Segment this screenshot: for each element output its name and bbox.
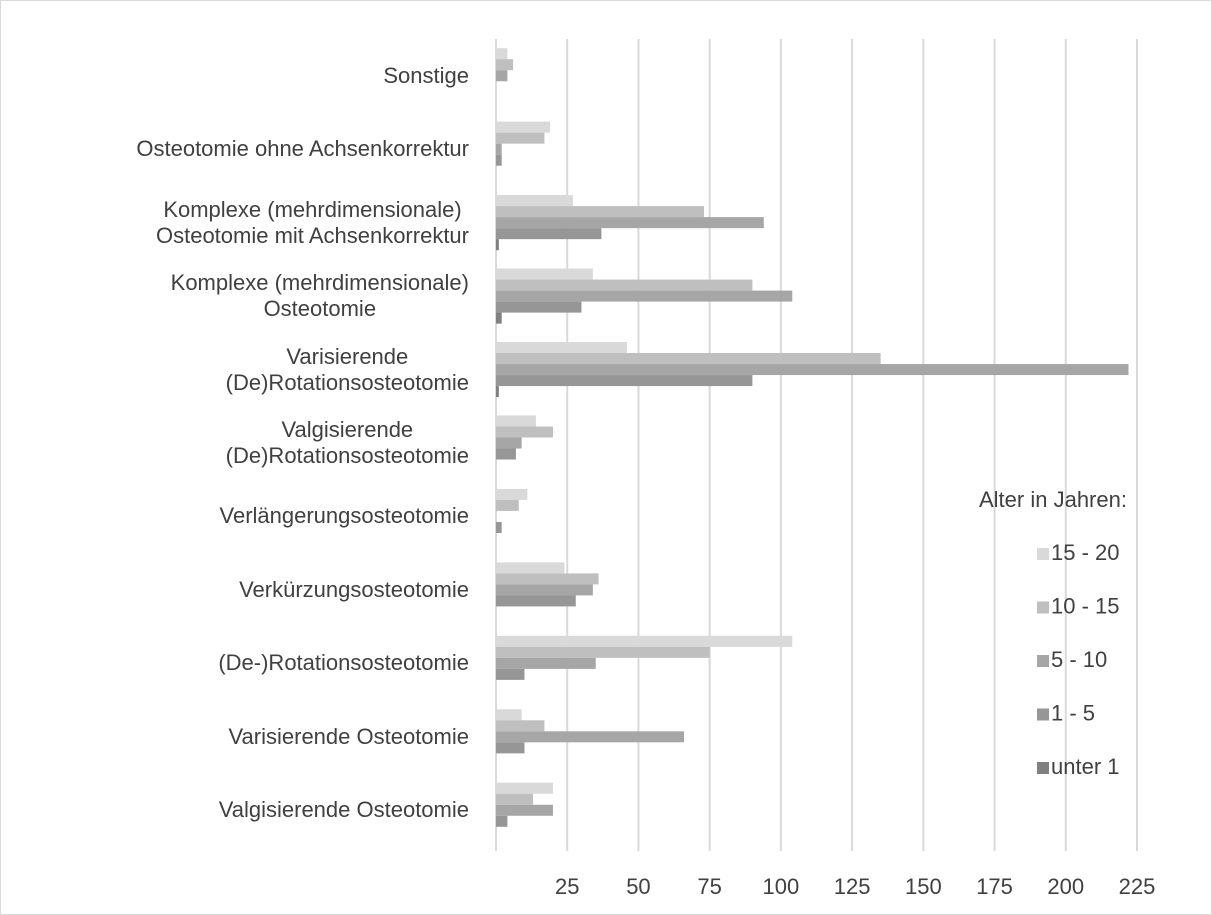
y-tick-label: Varisierende (De)Rotationsosteotomie <box>225 343 469 395</box>
bar <box>496 154 502 166</box>
bar <box>496 364 1129 376</box>
y-tick-label: Verlängerungsosteotomie <box>219 503 470 529</box>
legend-title: Alter in Jahren: <box>979 487 1127 512</box>
bar <box>496 521 502 533</box>
bar <box>496 132 545 144</box>
x-tick-label: 225 <box>1119 874 1156 899</box>
y-tick-label: (De-)Rotationsosteotomie <box>218 650 469 676</box>
bar <box>496 386 499 398</box>
bar <box>496 657 596 669</box>
legend-swatch <box>1037 762 1049 774</box>
bar <box>496 301 582 313</box>
bar <box>496 342 628 354</box>
bar <box>496 499 519 511</box>
y-tick-label: Valgisierende Osteotomie <box>218 797 469 823</box>
bar <box>496 217 764 229</box>
y-tick-label: Varisierende Osteotomie <box>228 723 470 749</box>
bar <box>496 312 502 324</box>
x-tick-label: 175 <box>976 874 1013 899</box>
bar <box>496 562 565 574</box>
x-tick-label: 200 <box>1047 874 1084 899</box>
x-tick-label: 100 <box>763 874 800 899</box>
bar <box>496 782 553 794</box>
legend-label: 15 - 20 <box>1051 540 1120 565</box>
bar <box>496 121 551 133</box>
y-tick-label: Osteotomie ohne Achsenkorrektur <box>136 136 469 162</box>
y-tick-label: Sonstige <box>383 62 469 88</box>
x-tick-label: 75 <box>697 874 721 899</box>
y-tick-label: Verkürzungsosteotomie <box>239 576 469 602</box>
legend-label: 10 - 15 <box>1051 593 1120 618</box>
bar <box>496 573 599 585</box>
legend-swatch <box>1037 601 1049 614</box>
bar <box>496 709 522 721</box>
bar <box>496 268 593 280</box>
legend-swatch <box>1037 548 1049 560</box>
bar <box>496 375 753 387</box>
bar <box>496 815 508 827</box>
bar <box>496 804 553 816</box>
bar <box>496 635 793 647</box>
bar <box>496 720 545 732</box>
bar <box>496 437 522 449</box>
bar <box>496 228 602 240</box>
bar <box>496 59 514 71</box>
y-tick-label: Komplexe (mehrdimensionale) Osteotomie <box>170 270 469 322</box>
x-tick-label: 25 <box>555 874 579 899</box>
bar <box>496 415 536 427</box>
bar <box>496 793 534 805</box>
bar <box>496 206 704 218</box>
legend-label: unter 1 <box>1051 754 1120 779</box>
bar <box>496 48 508 60</box>
bar <box>496 279 753 291</box>
bar <box>496 143 502 155</box>
bar <box>496 584 593 596</box>
bar <box>496 595 576 607</box>
bar <box>496 353 881 365</box>
bar <box>496 448 516 460</box>
bar <box>496 70 508 82</box>
y-tick-label: Valgisierende (De)Rotationsosteotomie <box>225 417 469 468</box>
y-tick-label: Komplexe (mehrdimensionale) Osteotomie m… <box>155 196 469 248</box>
bar <box>496 731 685 743</box>
bar <box>496 646 710 658</box>
x-tick-label: 125 <box>834 874 871 899</box>
bar <box>496 668 525 680</box>
bar <box>496 290 793 302</box>
legend-label: 1 - 5 <box>1051 700 1095 725</box>
legend-label: 5 - 10 <box>1051 647 1107 672</box>
legend-swatch <box>1037 655 1049 667</box>
bar <box>496 488 528 500</box>
bar <box>496 426 553 438</box>
x-tick-label: 50 <box>626 874 650 899</box>
bar <box>496 195 573 207</box>
bar <box>496 239 499 251</box>
legend-swatch <box>1037 708 1049 721</box>
bar <box>496 742 525 754</box>
x-tick-label: 150 <box>905 874 942 899</box>
